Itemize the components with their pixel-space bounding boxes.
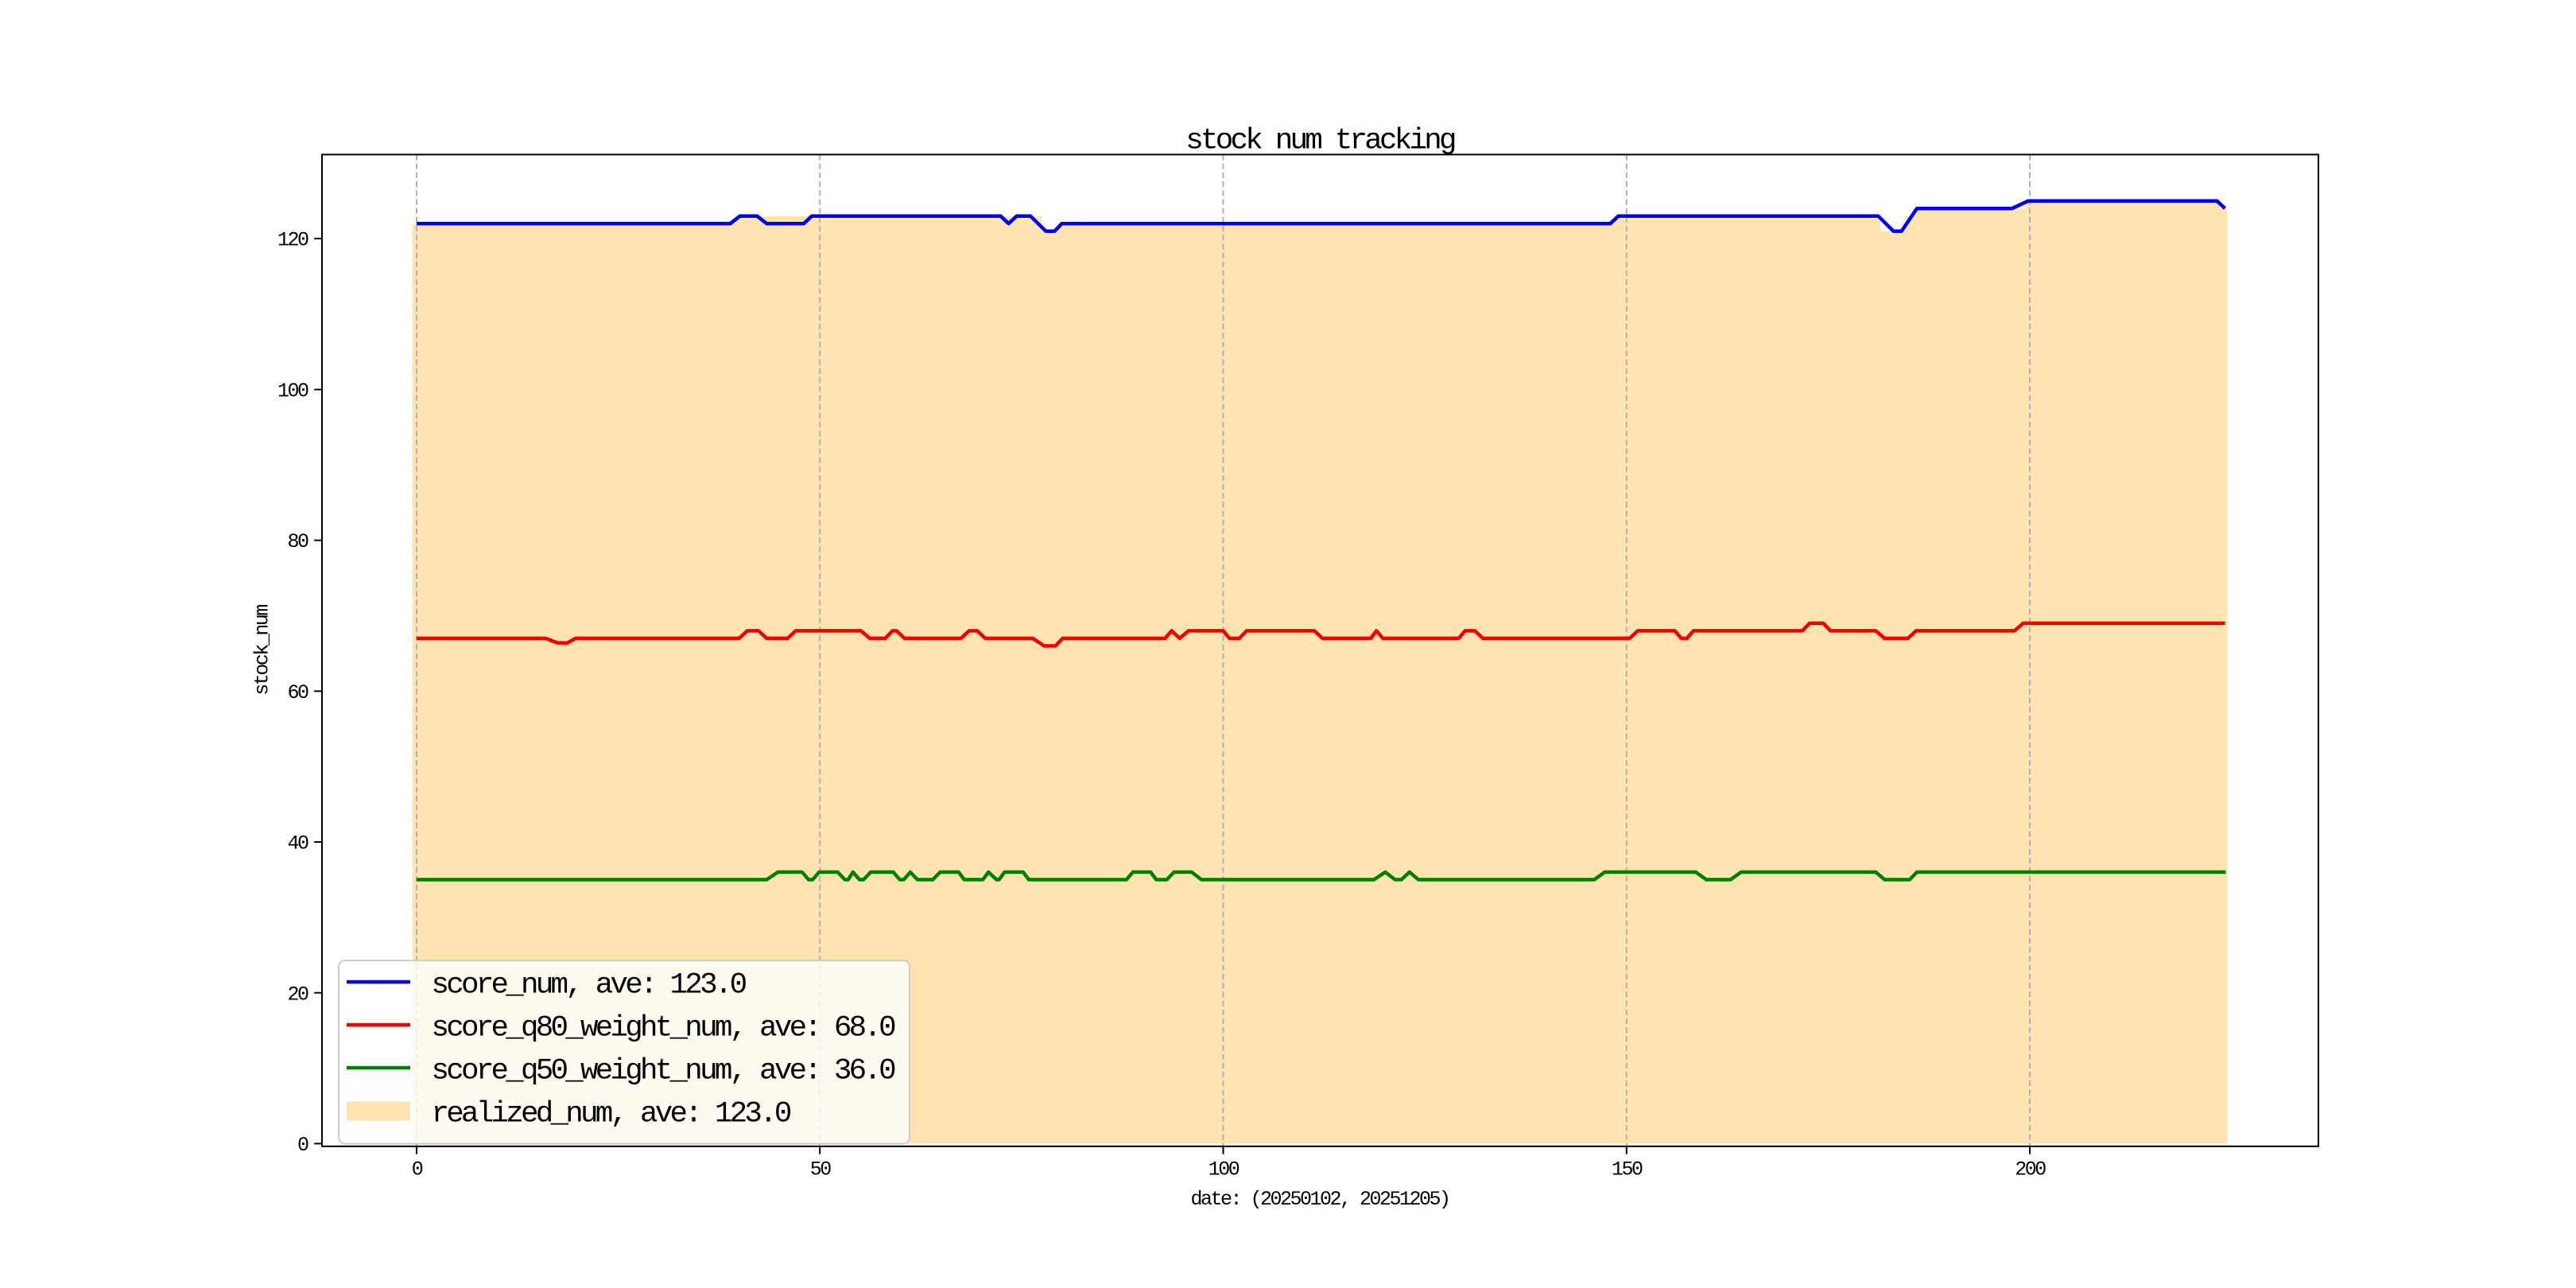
svg-text:200: 200	[2015, 1158, 2046, 1181]
svg-text:realized_num, ave: 123.0: realized_num, ave: 123.0	[432, 1098, 791, 1131]
svg-text:80: 80	[287, 530, 308, 553]
svg-text:20: 20	[287, 983, 308, 1006]
svg-text:150: 150	[1612, 1158, 1643, 1181]
svg-text:40: 40	[287, 832, 308, 855]
svg-text:100: 100	[1208, 1158, 1240, 1181]
svg-text:120: 120	[277, 229, 308, 252]
svg-text:0: 0	[412, 1158, 423, 1181]
svg-text:0: 0	[297, 1134, 308, 1157]
svg-text:date: (20250102, 20251205): date: (20250102, 20251205)	[1190, 1188, 1449, 1211]
svg-text:50: 50	[810, 1158, 832, 1181]
svg-text:score_q50_weight_num, ave: 36.: score_q50_weight_num, ave: 36.0	[432, 1055, 896, 1088]
svg-text:100: 100	[277, 380, 308, 403]
svg-text:stock_num: stock_num	[251, 605, 274, 696]
svg-text:60: 60	[287, 681, 308, 704]
svg-text:stock num tracking: stock num tracking	[1185, 125, 1455, 158]
svg-text:score_num, ave: 123.0: score_num, ave: 123.0	[432, 969, 747, 1003]
svg-text:score_q80_weight_num, ave: 68.: score_q80_weight_num, ave: 68.0	[432, 1012, 896, 1046]
